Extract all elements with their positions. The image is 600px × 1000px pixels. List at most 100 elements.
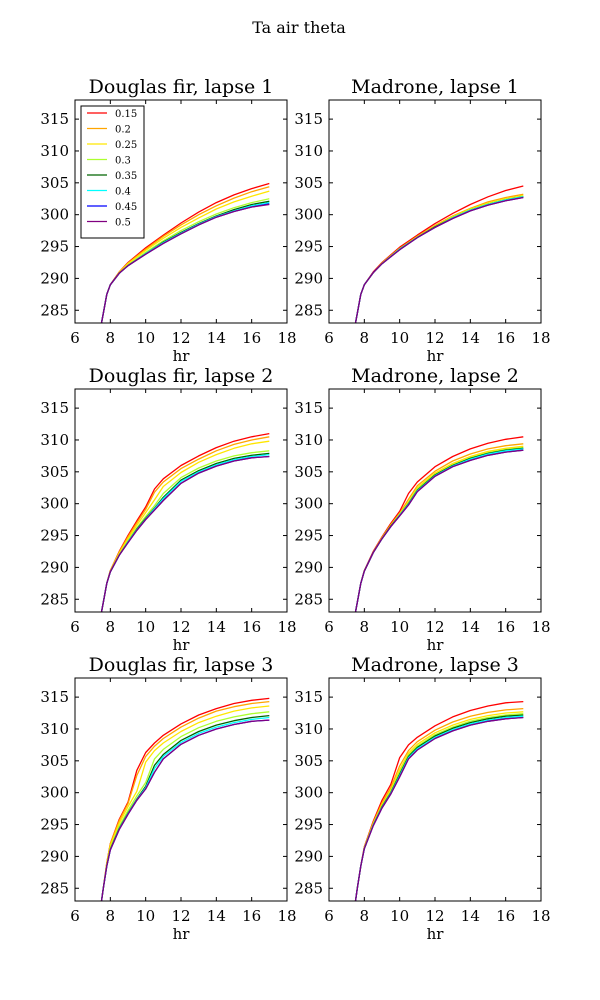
y-tick-label: 290	[294, 269, 323, 287]
x-tick-label: 14	[461, 618, 480, 636]
panel-title: Madrone, lapse 1	[351, 76, 519, 98]
y-tick-label: 295	[294, 816, 323, 834]
x-tick-label: 10	[136, 907, 155, 925]
x-tick-label: 6	[70, 618, 80, 636]
series-line-0.5	[354, 449, 524, 612]
y-tick-label: 305	[294, 463, 323, 481]
x-tick-label: 18	[531, 329, 550, 347]
legend-entry: 0.25	[115, 140, 137, 151]
x-tick-label: 18	[277, 618, 296, 636]
y-tick-label: 315	[40, 399, 69, 417]
panel-title: Madrone, lapse 3	[351, 654, 519, 676]
x-tick-label: 16	[496, 329, 515, 347]
y-tick-label: 310	[294, 720, 323, 738]
x-tick-label: 8	[360, 329, 370, 347]
legend-entry: 0.45	[115, 202, 137, 213]
x-tick-label: 10	[136, 329, 155, 347]
y-tick-label: 290	[294, 847, 323, 865]
y-tick-label: 310	[40, 431, 69, 449]
series-line-0.5	[100, 455, 270, 612]
y-tick-label: 305	[294, 752, 323, 770]
series-line-0.5	[100, 719, 270, 901]
y-tick-label: 295	[294, 238, 323, 256]
x-tick-label: 14	[461, 329, 480, 347]
x-tick-label: 10	[390, 907, 409, 925]
x-tick-label: 8	[106, 907, 116, 925]
y-tick-label: 285	[294, 879, 323, 897]
y-tick-label: 300	[40, 206, 69, 224]
y-tick-label: 295	[40, 238, 69, 256]
x-tick-label: 14	[207, 907, 226, 925]
x-tick-label: 10	[390, 329, 409, 347]
x-tick-label: 6	[324, 907, 334, 925]
y-tick-label: 315	[294, 688, 323, 706]
legend-entry: 0.3	[115, 156, 131, 167]
y-tick-label: 285	[40, 879, 69, 897]
y-tick-label: 305	[40, 463, 69, 481]
panels: 6 8 10 12 14 16 18 285 290 295 300 305 310 315 Douglas…	[40, 76, 550, 943]
x-tick-label: 14	[461, 907, 480, 925]
panel-1: 6 8 10 12 14 16 18 285 290 295 300 305 310 315 Douglas…	[40, 76, 296, 365]
series-group	[354, 436, 524, 612]
x-tick-label: 8	[106, 618, 116, 636]
y-tick-label: 315	[294, 399, 323, 417]
y-tick-label: 310	[294, 142, 323, 160]
legend-entry: 0.35	[115, 171, 137, 182]
y-tick-label: 305	[40, 752, 69, 770]
x-tick-label: 8	[360, 907, 370, 925]
x-tick-label: 12	[171, 329, 190, 347]
x-axis-label: hr	[427, 925, 445, 943]
y-tick-label: 300	[294, 495, 323, 513]
y-tick-label: 300	[294, 784, 323, 802]
series-line-0.5	[354, 196, 524, 323]
panel-title: Madrone, lapse 2	[351, 365, 519, 387]
y-tick-label: 285	[294, 590, 323, 608]
panel-2: 6 8 10 12 14 16 18 285 290 295 300 305 310 315 Madrone…	[294, 76, 550, 365]
x-tick-label: 18	[531, 907, 550, 925]
x-axis-label: hr	[427, 347, 445, 365]
y-tick-label: 290	[40, 558, 69, 576]
y-tick-label: 315	[40, 110, 69, 128]
x-tick-label: 8	[106, 329, 116, 347]
y-tick-label: 295	[40, 816, 69, 834]
y-tick-label: 290	[294, 558, 323, 576]
panel-title: Douglas fir, lapse 2	[89, 365, 274, 387]
x-tick-label: 12	[425, 618, 444, 636]
x-tick-label: 16	[242, 329, 261, 347]
y-tick-label: 295	[294, 527, 323, 545]
figure-title: Ta air theta	[252, 18, 346, 37]
x-tick-label: 14	[207, 618, 226, 636]
legend-entry: 0.5	[115, 218, 131, 229]
y-tick-label: 310	[40, 142, 69, 160]
x-axis-label: hr	[173, 636, 191, 654]
x-axis-label: hr	[173, 347, 191, 365]
x-tick-label: 8	[360, 618, 370, 636]
y-tick-label: 315	[294, 110, 323, 128]
panel-title: Douglas fir, lapse 3	[89, 654, 274, 676]
legend-entry: 0.15	[115, 109, 137, 120]
y-tick-label: 305	[294, 174, 323, 192]
series-line-0.5	[100, 203, 270, 323]
y-tick-label: 305	[40, 174, 69, 192]
y-tick-label: 300	[40, 495, 69, 513]
x-tick-label: 12	[425, 907, 444, 925]
x-tick-label: 18	[277, 329, 296, 347]
x-axis-label: hr	[427, 636, 445, 654]
x-tick-label: 12	[425, 329, 444, 347]
legend: 0.15 0.2 0.25 0.3 0.35 0.4 0.45 0.5	[80, 105, 145, 239]
series-group	[100, 697, 270, 901]
x-tick-label: 18	[277, 907, 296, 925]
panel-6: 6 8 10 12 14 16 18 285 290 295 300 305 310 315 Madrone…	[294, 654, 550, 943]
panel-4: 6 8 10 12 14 16 18 285 290 295 300 305 310 315 Madrone…	[294, 365, 550, 654]
series-group	[100, 182, 270, 323]
x-tick-label: 14	[207, 329, 226, 347]
legend-entry: 0.2	[115, 125, 131, 136]
y-tick-label: 295	[40, 527, 69, 545]
x-tick-label: 10	[136, 618, 155, 636]
y-tick-label: 285	[294, 301, 323, 319]
y-tick-label: 290	[40, 269, 69, 287]
x-tick-label: 6	[324, 329, 334, 347]
x-tick-label: 16	[242, 907, 261, 925]
x-tick-label: 10	[390, 618, 409, 636]
